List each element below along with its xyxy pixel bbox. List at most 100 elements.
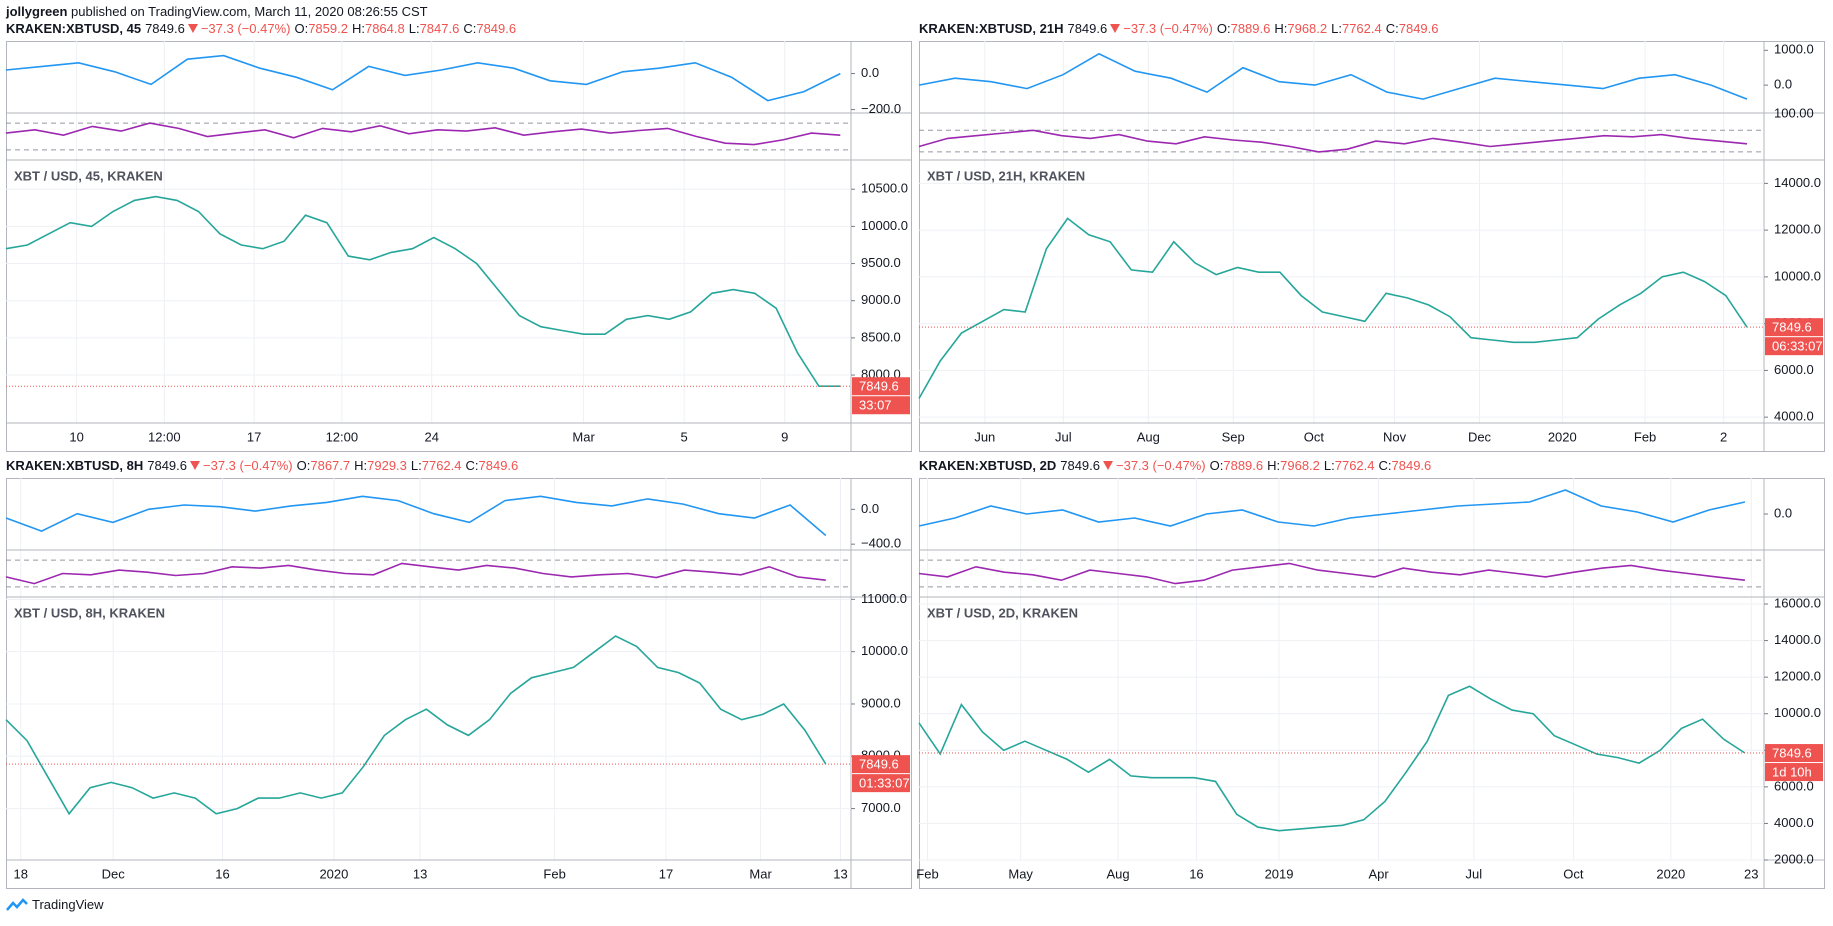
- ohlc-value: 7859.2: [308, 21, 348, 36]
- x-tick-label: 18: [13, 866, 27, 881]
- price-line: [5, 195, 841, 387]
- x-tick-label: 12:00: [326, 429, 359, 444]
- x-tick-label: 2020: [1656, 866, 1685, 881]
- price-line: [918, 217, 1748, 399]
- y-tick-label: 16000.0: [1774, 595, 1821, 610]
- x-tick-label: Oct: [1304, 429, 1325, 444]
- x-tick-label: 16: [215, 866, 229, 881]
- rsi-tick-label: 100.00: [1774, 106, 1814, 121]
- x-tick-label: 16: [1189, 866, 1203, 881]
- x-tick-label: May: [1008, 866, 1033, 881]
- x-tick-label: Jul: [1466, 866, 1483, 881]
- x-tick-label: Sep: [1222, 429, 1245, 444]
- symbol-header: KRAKEN:XBTUSD, 21H 7849.6 −37.3 (−0.47%) O:…: [919, 21, 1439, 37]
- y-tick-label: 6000.0: [1774, 778, 1814, 793]
- x-tick-label: 13: [833, 866, 847, 881]
- ohlc-label: O:: [294, 21, 309, 36]
- panel-border: [919, 41, 1825, 452]
- down-arrow: [1103, 461, 1113, 470]
- x-tick-label: Oct: [1563, 866, 1584, 881]
- y-tick-label: 9500.0: [861, 255, 901, 270]
- chart-title: XBT / USD, 8H, KRAKEN: [14, 605, 165, 620]
- x-tick-label: 17: [247, 429, 261, 444]
- ohlc-label: C:: [1385, 21, 1399, 36]
- y-tick-label: 10000.0: [861, 643, 908, 658]
- panel-border: [919, 478, 1825, 889]
- y-tick-label: 8500.0: [861, 329, 901, 344]
- y-tick-label: 12000.0: [1774, 222, 1821, 237]
- rsi-line: [918, 562, 1745, 585]
- price-tag: [1765, 318, 1823, 337]
- ohlc-value: 7867.7: [310, 458, 351, 473]
- rsi-line: [5, 122, 841, 146]
- macd-tick-label: 0.0: [861, 65, 879, 80]
- macd-line: [918, 52, 1748, 100]
- x-tick-label: 10: [69, 429, 83, 444]
- symbol: KRAKEN:XBTUSD, 8H: [6, 458, 144, 473]
- symbol-header: KRAKEN:XBTUSD, 2D 7849.6 −37.3 (−0.47%) O:7…: [919, 458, 1431, 474]
- panel-border: [6, 478, 912, 889]
- macd-line: [918, 489, 1746, 527]
- x-tick-label: Mar: [749, 866, 772, 881]
- price-line: [918, 685, 1746, 832]
- ohlc-label: H:: [354, 458, 368, 473]
- chart-title: XBT / USD, 2D, KRAKEN: [927, 605, 1078, 620]
- macd-tick-label: 0.0: [861, 501, 879, 516]
- change: −37.3 (−0.47%): [200, 21, 291, 36]
- price-tag-text: 7849.6: [1772, 745, 1812, 760]
- x-tick-label: 2019: [1265, 866, 1294, 881]
- macd-tick-label: 0.0: [1774, 505, 1792, 520]
- macd-tick-label: 0.0: [1774, 77, 1792, 92]
- panel-border: [6, 41, 912, 452]
- chart-panel: Feb May Aug 16 2019 Apr Jul Oct 2020 23 2000.0 4000…: [916, 478, 1825, 889]
- y-tick-label: 2000.0: [1774, 851, 1814, 866]
- change: −37.3 (−0.47%): [1123, 21, 1213, 36]
- y-tick-label: 10500.0: [861, 181, 908, 196]
- ohlc-value: 7968.2: [1287, 21, 1328, 36]
- symbol: KRAKEN:XBTUSD, 21H: [919, 21, 1064, 36]
- x-tick-label: Feb: [916, 866, 938, 881]
- ohlc-label: C:: [465, 458, 479, 473]
- countdown-tag: [852, 396, 910, 415]
- macd-line: [5, 54, 841, 102]
- chart-panel: 18Dec16202013Feb17Mar137000.08000.09000.…: [5, 478, 912, 889]
- x-tick-label: Aug: [1107, 866, 1130, 881]
- publish-line: jollygreen published on TradingView.com,…: [6, 4, 428, 19]
- footer: TradingView: [6, 897, 104, 912]
- y-tick-label: 6000.0: [1774, 362, 1814, 377]
- x-tick-label: Jul: [1055, 429, 1072, 444]
- change: −37.3 (−0.47%): [203, 458, 293, 473]
- ohlc-value: 7849.6: [1391, 458, 1432, 473]
- down-arrow: [190, 461, 200, 470]
- y-tick-label: 12000.0: [1774, 669, 1821, 684]
- y-tick-label: 9000.0: [861, 695, 901, 710]
- countdown-tag: [1765, 337, 1823, 356]
- y-tick-label: 11000.0: [861, 591, 907, 606]
- x-tick-label: 2020: [1548, 429, 1577, 444]
- x-tick-label: Dec: [1468, 429, 1492, 444]
- charts: 10 12:00 17 12:00 24 Mar 5 98000.08500.09000.09…: [5, 41, 1825, 889]
- y-tick-label: 9000.0: [861, 292, 901, 307]
- x-tick-label: Feb: [1634, 429, 1656, 444]
- x-tick-label: 2020: [319, 866, 348, 881]
- ohlc-label: C:: [463, 21, 477, 36]
- price-tag: [852, 755, 910, 774]
- chart-title: XBT / USD, 45, KRAKEN: [14, 168, 163, 183]
- countdown-tag: [1765, 763, 1823, 782]
- last-price: 7849.6: [1067, 21, 1108, 36]
- x-tick-label: 23: [1744, 866, 1758, 881]
- countdown-tag: [852, 774, 910, 793]
- countdown-text: 01:33:07: [859, 776, 910, 791]
- chart-panel: 10 12:00 17 12:00 24 Mar 5 98000.08500.09000.09…: [5, 41, 912, 452]
- y-tick-label: 10000.0: [1774, 705, 1821, 720]
- price-tag-text: 7849.6: [859, 379, 899, 394]
- price-tag-text: 7849.6: [1772, 320, 1812, 335]
- ohlc-label: O:: [296, 458, 311, 473]
- symbol: KRAKEN:XBTUSD, 45: [6, 21, 142, 36]
- ohlc-value: 7929.3: [367, 458, 407, 473]
- ohlc-label: L:: [1331, 21, 1342, 36]
- macd-line: [5, 495, 827, 537]
- x-tick-label: Apr: [1368, 866, 1389, 881]
- price-tag-text: 7849.6: [859, 757, 899, 772]
